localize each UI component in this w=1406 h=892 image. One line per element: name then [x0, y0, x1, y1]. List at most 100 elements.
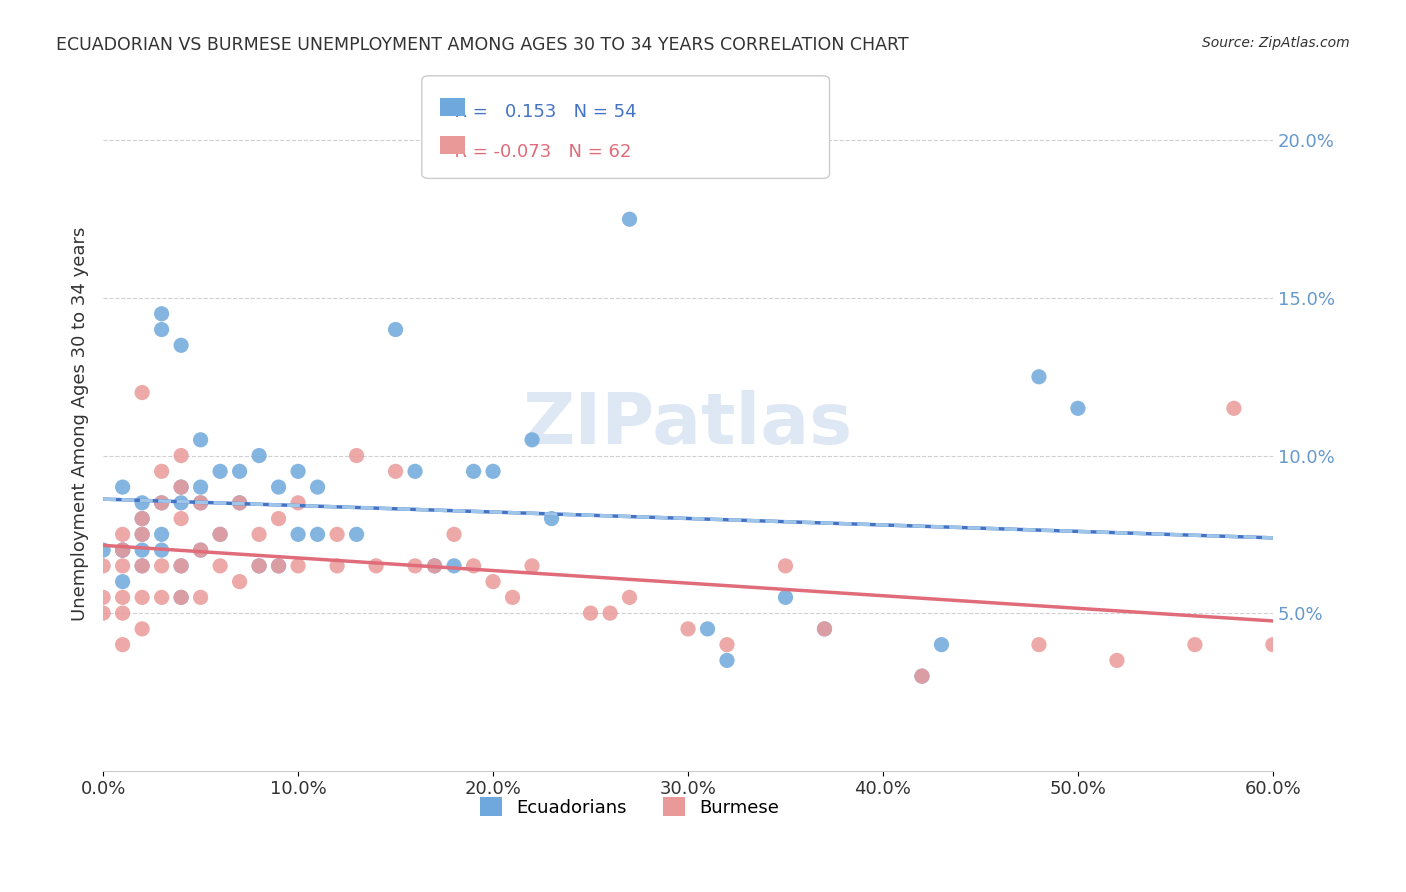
Point [404, 558, 426, 573]
Point [131, 622, 153, 636]
Point [247, 449, 270, 463]
Point [326, 558, 349, 573]
Point [131, 543, 153, 558]
Point [716, 638, 738, 652]
Point [1067, 401, 1090, 416]
Text: ECUADORIAN VS BURMESE UNEMPLOYMENT AMONG AGES 30 TO 34 YEARS CORRELATION CHART: ECUADORIAN VS BURMESE UNEMPLOYMENT AMONG… [56, 36, 908, 54]
Point [150, 527, 173, 541]
Point [190, 543, 212, 558]
Point [443, 558, 465, 573]
Point [111, 543, 134, 558]
Point [131, 527, 153, 541]
Point [150, 558, 173, 573]
Point [209, 558, 232, 573]
Point [131, 511, 153, 525]
Point [170, 480, 193, 494]
Point [131, 496, 153, 510]
Point [579, 606, 602, 620]
Point [423, 558, 446, 573]
Point [131, 511, 153, 525]
Point [1028, 369, 1050, 384]
Point [520, 433, 543, 447]
Point [131, 591, 153, 605]
Point [443, 527, 465, 541]
Point [1184, 638, 1206, 652]
Point [287, 496, 309, 510]
Point [364, 558, 387, 573]
Point [190, 433, 212, 447]
Text: R =   0.153   N = 54: R = 0.153 N = 54 [443, 103, 637, 120]
Point [91, 558, 114, 573]
Point [1028, 638, 1050, 652]
Point [307, 480, 329, 494]
Point [150, 496, 173, 510]
Point [170, 338, 193, 352]
Point [170, 496, 193, 510]
Point [267, 511, 290, 525]
Point [326, 527, 349, 541]
Point [287, 558, 309, 573]
Point [482, 574, 505, 589]
Point [150, 307, 173, 321]
Point [131, 527, 153, 541]
Point [111, 606, 134, 620]
Point [1223, 401, 1246, 416]
Point [676, 622, 699, 636]
Point [150, 543, 173, 558]
Point [190, 496, 212, 510]
Point [228, 464, 250, 478]
Point [247, 558, 270, 573]
Point [170, 511, 193, 525]
Point [423, 558, 446, 573]
Legend: Ecuadorians, Burmese: Ecuadorians, Burmese [472, 790, 786, 824]
Point [287, 527, 309, 541]
Point [267, 480, 290, 494]
Point [111, 638, 134, 652]
Point [307, 527, 329, 541]
Point [716, 653, 738, 667]
Point [170, 558, 193, 573]
Point [599, 606, 621, 620]
Point [775, 591, 797, 605]
Point [520, 558, 543, 573]
Point [150, 464, 173, 478]
Point [170, 449, 193, 463]
Point [170, 591, 193, 605]
Point [228, 496, 250, 510]
Point [209, 464, 232, 478]
Point [619, 591, 641, 605]
Point [150, 496, 173, 510]
Point [696, 622, 718, 636]
Point [267, 558, 290, 573]
Point [1261, 638, 1284, 652]
Point [209, 527, 232, 541]
Point [209, 527, 232, 541]
Text: R = -0.073   N = 62: R = -0.073 N = 62 [443, 143, 631, 161]
Point [131, 385, 153, 400]
Point [111, 591, 134, 605]
Point [463, 558, 485, 573]
Point [170, 591, 193, 605]
Point [228, 574, 250, 589]
Point [111, 480, 134, 494]
Point [502, 591, 524, 605]
Point [91, 591, 114, 605]
Point [111, 558, 134, 573]
Point [111, 543, 134, 558]
Point [404, 464, 426, 478]
Point [346, 527, 368, 541]
Point [346, 449, 368, 463]
Point [384, 322, 406, 336]
Point [170, 480, 193, 494]
Text: Source: ZipAtlas.com: Source: ZipAtlas.com [1202, 36, 1350, 50]
Point [111, 543, 134, 558]
Point [91, 543, 114, 558]
Point [190, 543, 212, 558]
Point [911, 669, 934, 683]
Point [247, 558, 270, 573]
Point [131, 558, 153, 573]
Point [91, 606, 114, 620]
Point [1105, 653, 1128, 667]
Text: ZIPatlas: ZIPatlas [523, 390, 853, 458]
Point [150, 322, 173, 336]
